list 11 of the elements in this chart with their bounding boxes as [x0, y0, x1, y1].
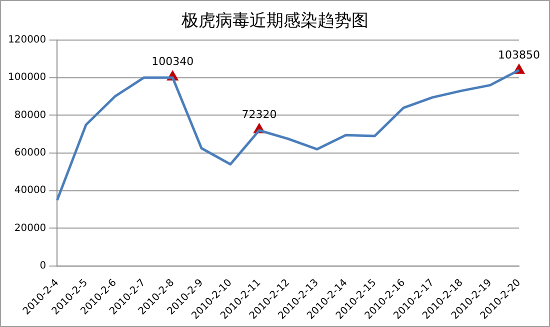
- data-label: 72320: [242, 108, 277, 121]
- data-label: 100340: [152, 55, 194, 68]
- y-tick-label: 100000: [8, 72, 46, 84]
- y-tick-label: 60000: [14, 148, 46, 159]
- y-tick-label: 40000: [14, 185, 46, 196]
- y-tick-label: 20000: [14, 222, 46, 234]
- data-label: 103850: [498, 48, 540, 62]
- chart-title: 极虎病毒近期感染趋势图: [180, 10, 370, 32]
- y-tick-label: 120000: [8, 34, 46, 46]
- y-tick-label: 80000: [14, 110, 46, 121]
- y-tick-label: 0: [40, 260, 46, 272]
